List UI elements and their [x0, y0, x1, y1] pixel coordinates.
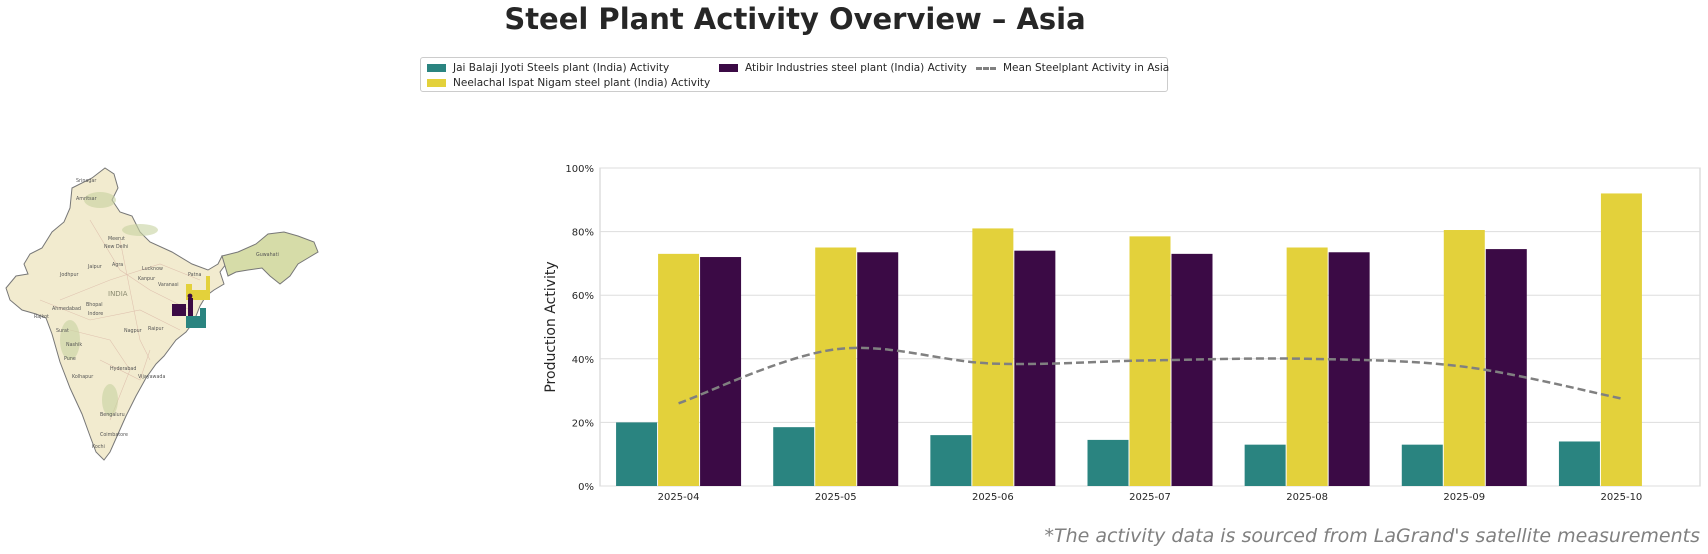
bar-2025-05-series-0 [773, 427, 815, 486]
bar-2025-07-series-0 [1087, 439, 1129, 486]
x-tick-label: 2025-05 [815, 492, 857, 500]
axis-layer: 0% 20% 40% 60% 80% 100% 2025-04 2025-05 2025-06 2… [565, 164, 1642, 500]
y-tick-label: 60% [572, 291, 594, 302]
map-city-label: Guwahati [256, 252, 279, 258]
bar-2025-07-series-2 [1171, 253, 1213, 486]
map-city-label: Jaipur [87, 264, 102, 270]
bar-2025-09-series-2 [1485, 249, 1527, 486]
bar-2025-09-series-0 [1401, 444, 1443, 486]
bar-2025-04-series-2 [700, 257, 742, 486]
map-city-label: Meerut [108, 236, 125, 242]
northeast-outline [221, 231, 319, 285]
map-city-label: Rajkot [34, 314, 49, 320]
map-city-label: Kolhapur [72, 374, 93, 380]
x-tick-label: 2025-06 [972, 492, 1014, 500]
y-tick-label: 20% [572, 418, 594, 429]
map-city-label: Ahmedabad [52, 306, 81, 312]
map-city-label: Patna [188, 272, 202, 278]
bar-2025-05-series-1 [815, 247, 857, 486]
map-country-label: INDIA [108, 290, 128, 298]
bar-2025-06-series-2 [1014, 250, 1056, 486]
map-city-label: Kochi [92, 444, 105, 450]
legend-item-atibir: Atibir Industries steel plant (India) Ac… [719, 62, 967, 74]
india-outline [5, 167, 227, 461]
y-tick-label: 100% [565, 164, 594, 175]
bars-layer [616, 193, 1642, 487]
factory-icon-atibir [172, 293, 193, 316]
map-city-label: Nashik [66, 342, 82, 348]
map-city-label: Hyderabad [110, 366, 136, 372]
legend-item-jai-balaji: Jai Balaji Jyoti Steels plant (India) Ac… [427, 62, 669, 74]
mean-activity-line [678, 346, 1622, 405]
bar-2025-06-series-0 [930, 435, 972, 486]
legend-swatch-atibir [719, 64, 738, 72]
bar-2025-08-series-2 [1328, 252, 1370, 486]
map-city-label: Raipur [148, 326, 164, 332]
map-city-label: Bhopal [86, 302, 103, 308]
map-city-label: Varanasi [158, 282, 179, 288]
y-tick-label: 80% [572, 228, 594, 239]
bar-chart: 0% 20% 40% 60% 80% 100% 2025-04 2025-05 2025-06 2… [543, 164, 1701, 500]
legend-label-neelachal: Neelachal Ispat Nigam steel plant (India… [453, 77, 711, 89]
map-city-label: Coimbatore [100, 432, 128, 438]
bar-2025-09-series-1 [1443, 230, 1485, 486]
legend-label-jai-balaji: Jai Balaji Jyoti Steels plant (India) Ac… [453, 62, 670, 74]
map-city-label: Kanpur [138, 276, 155, 282]
y-axis-label: Production Activity [543, 261, 559, 392]
chart-title: Steel Plant Activity Overview – Asia [504, 2, 1086, 36]
legend-item-neelachal: Neelachal Ispat Nigam steel plant (India… [427, 77, 710, 89]
bar-2025-04-series-1 [658, 253, 700, 486]
legend-label-mean: Mean Steelplant Activity in Asia [1003, 62, 1170, 74]
map-city-label: Nagpur [124, 328, 142, 334]
bar-2025-10-series-1 [1600, 193, 1642, 486]
legend-dash-mean [976, 66, 996, 70]
map-city-label: Vijayawada [138, 374, 165, 380]
factory-icon-jai-balaji [186, 308, 206, 328]
chart-legend: Jai Balaji Jyoti Steels plant (India) Ac… [420, 57, 1169, 92]
map-city-label: Bengaluru [100, 412, 125, 418]
map-city-label: Pune [64, 356, 76, 362]
x-tick-label: 2025-09 [1443, 492, 1485, 500]
map-roads [39, 219, 201, 421]
bar-2025-04-series-0 [616, 422, 658, 486]
map-city-label: Jodhpur [59, 272, 79, 278]
x-tick-label: 2025-10 [1601, 492, 1643, 500]
map-city-label: Srinagar [76, 178, 96, 184]
bar-2025-08-series-0 [1244, 444, 1286, 486]
map-city-label: Lucknow [142, 266, 163, 272]
india-map: Srinagar Amritsar Meerut New Delhi Jaipu… [5, 167, 319, 461]
map-terrain [60, 192, 158, 416]
line-layer [678, 346, 1622, 405]
legend-swatch-jai-balaji [427, 64, 446, 72]
x-tick-label: 2025-08 [1286, 492, 1328, 500]
footnote: *The activity data is sourced from LaGra… [1044, 525, 1700, 547]
bar-2025-10-series-0 [1558, 441, 1600, 486]
map-city-label: New Delhi [104, 244, 128, 250]
map-city-label: Agra [112, 262, 123, 268]
map-city-label: Amritsar [76, 196, 97, 202]
legend-item-mean: Mean Steelplant Activity in Asia [976, 62, 1169, 74]
map-city-label: Indore [88, 311, 103, 317]
legend-swatch-neelachal [427, 79, 446, 87]
x-tick-label: 2025-04 [658, 492, 700, 500]
y-tick-label: 40% [572, 355, 594, 366]
y-tick-label: 0% [578, 482, 594, 493]
legend-label-atibir: Atibir Industries steel plant (India) Ac… [745, 62, 967, 74]
factory-icon-neelachal [186, 276, 210, 300]
map-city-label: Surat [56, 328, 69, 334]
bar-2025-08-series-1 [1286, 247, 1328, 486]
bar-2025-05-series-2 [857, 252, 899, 486]
bar-2025-06-series-1 [972, 228, 1014, 487]
x-tick-label: 2025-07 [1129, 492, 1171, 500]
